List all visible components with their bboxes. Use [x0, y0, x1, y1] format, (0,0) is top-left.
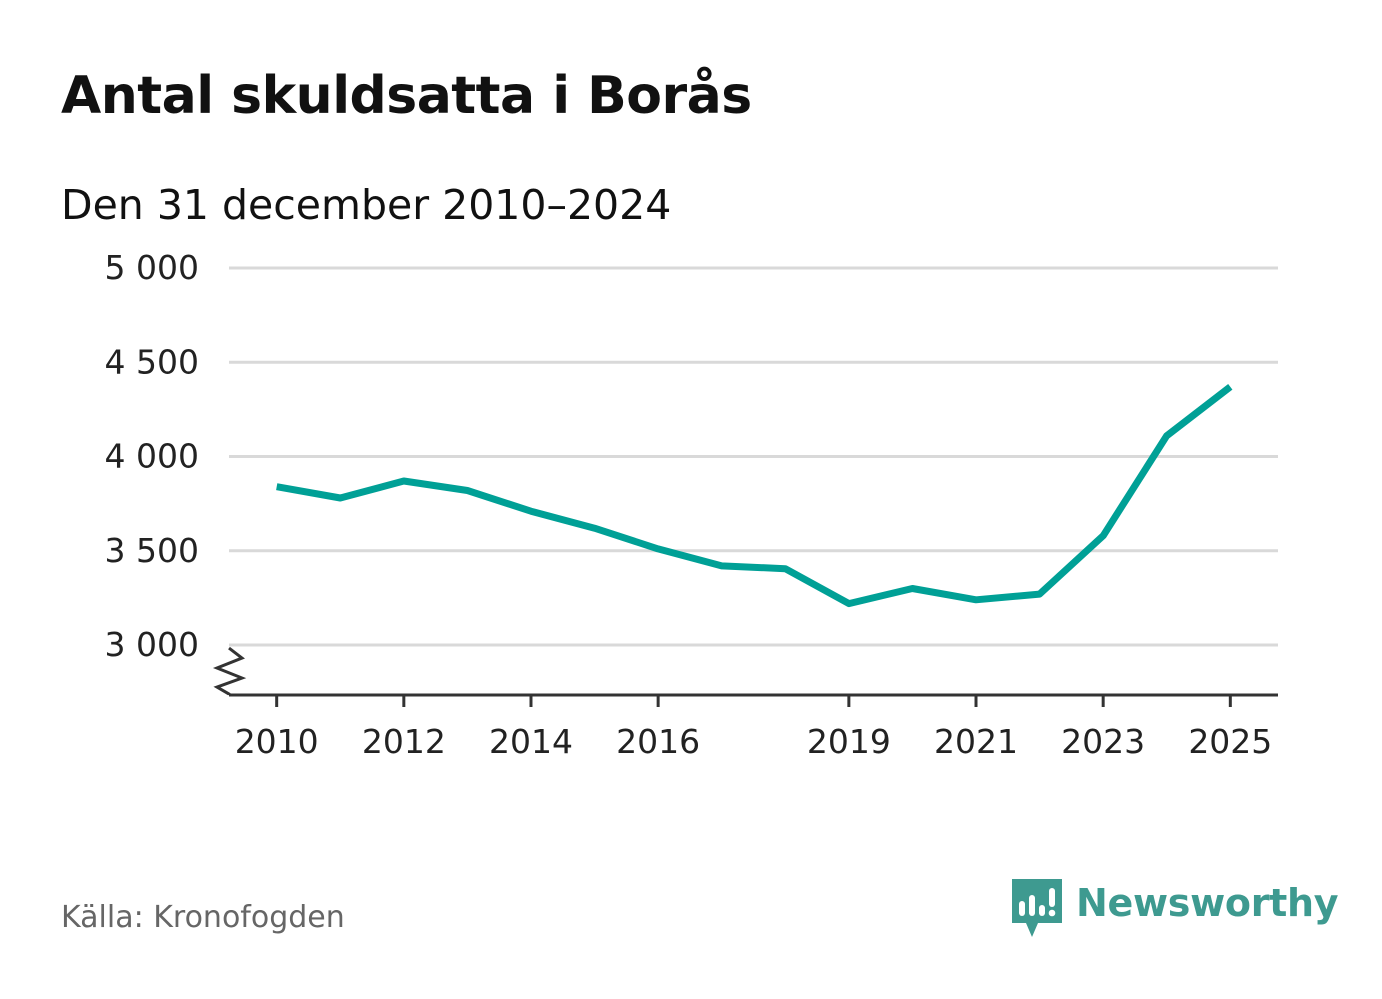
y-tick-label: 5 000 — [105, 248, 199, 287]
x-tick-label: 2025 — [1188, 722, 1272, 761]
x-tick-label: 2014 — [489, 722, 573, 761]
x-tick-label: 2019 — [807, 722, 891, 761]
series-line-0 — [276, 384, 1233, 608]
gridlines — [229, 266, 1278, 647]
x-tick-label: 2021 — [934, 722, 1018, 761]
chart-title: Antal skuldsatta i Borås — [61, 66, 752, 126]
brand-logo: Newsworthy — [1012, 879, 1339, 941]
y-tick-label: 3 500 — [105, 531, 199, 570]
x-tick-label: 2023 — [1061, 722, 1145, 761]
brand-name: Newsworthy — [1076, 881, 1339, 925]
y-tick-label: 4 500 — [105, 342, 199, 381]
x-axis: 2010 2012 2014 2016 2019 2021 2023 2025 — [212, 646, 1278, 761]
x-tick-label: 2012 — [362, 722, 446, 761]
y-tick-label: 3 000 — [105, 625, 199, 664]
y-tick-label: 4 000 — [105, 437, 199, 476]
newsworthy-logo-icon — [1012, 879, 1062, 937]
x-tick-label: 2016 — [616, 722, 700, 761]
chart-subtitle: Den 31 december 2010–2024 — [61, 181, 672, 229]
x-tick-label: 2010 — [235, 722, 319, 761]
series-group — [276, 384, 1233, 608]
axis-break-icon — [212, 646, 247, 696]
source-note: Källa: Kronofogden — [61, 900, 345, 935]
y-axis-ticks: 3 000 3 500 4 000 4 500 5 000 — [105, 248, 199, 664]
